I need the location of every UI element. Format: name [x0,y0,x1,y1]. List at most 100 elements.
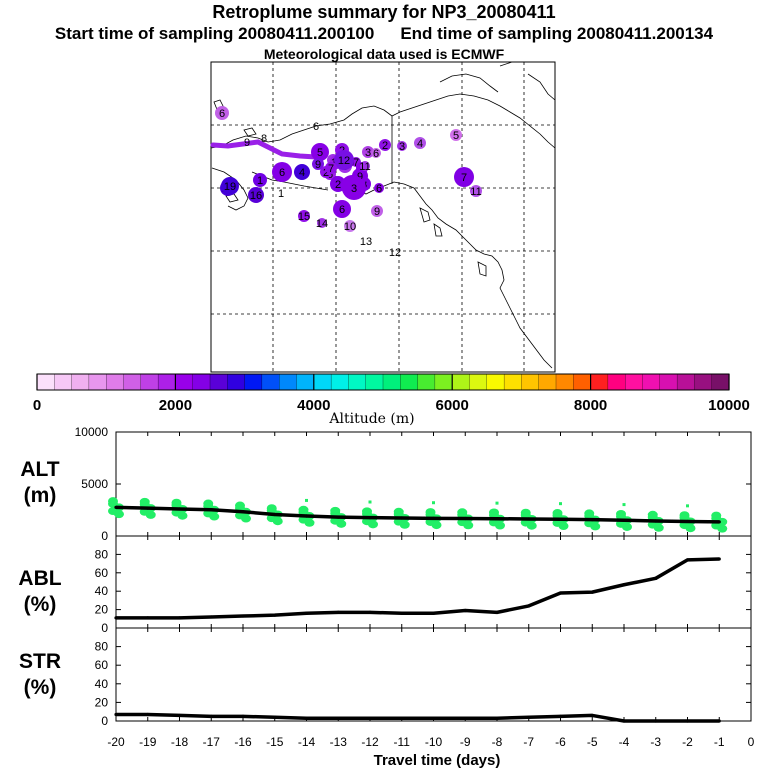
altitude-scatter-point [330,506,341,515]
altitude-scatter-point [139,497,150,506]
colorbar-swatch [106,373,125,391]
colorbar-swatches [36,373,730,391]
series-point [527,604,531,608]
map-marker [342,176,366,200]
colorbar: 0 2000 4000 6000 8000 10000 Altitude (m) [33,373,750,427]
colorbar-swatch [279,373,298,391]
altitude-scatter-point [336,519,347,528]
map-label-text: 7 [461,172,467,184]
series-point [209,508,213,512]
series-point [114,505,118,509]
start-time-label: Start time of sampling 20080411.200100 [54,24,375,43]
map-marker [374,183,384,193]
map-label-text: 16 [250,190,262,202]
map-label-text: 19 [224,181,236,193]
map-label-text: 9 [244,137,250,149]
altitude-scatter-point [171,498,182,507]
y-tick-label: 10000 [75,425,109,439]
map-label: 6 [374,183,384,195]
y-tick-label: 60 [95,658,109,672]
map-marker [317,218,327,228]
altitude-scatter [108,497,728,533]
map-marker [334,150,354,170]
series-point [463,516,467,521]
panel-ylabel-unit: (%) [24,593,57,616]
y-tick-label: 20 [95,603,109,617]
colorbar-swatch [590,373,609,391]
series-point [622,719,626,723]
series-point [400,516,404,520]
map-marker [371,205,383,217]
map-label: 2 [379,139,391,152]
altitude-scatter-point [399,520,410,529]
colorbar-swatch [348,373,367,391]
series-point [495,517,499,521]
altitude-scatter-point [114,510,124,519]
series-point [177,713,182,718]
x-tick-label: -11 [394,735,411,749]
series-point [146,712,150,717]
map-label-text: 12 [389,247,401,259]
map-label-text: 1 [257,175,263,187]
map-label-text: 7 [353,157,359,169]
map-label-text: 14 [316,218,328,230]
map-label-text: 2 [335,179,341,191]
x-tick-label: -3 [650,735,661,749]
colorbar-swatch [330,373,349,391]
map-label: 10 [344,220,356,233]
altitude-scatter-point [622,522,632,531]
colorbar-tick-label: 10000 [708,397,750,414]
map-label: 6 [272,162,292,182]
colorbar-tick-label: 4000 [297,397,330,414]
colorbar-swatch [157,373,176,391]
map-label: 11 [470,185,482,198]
map-marker [371,148,381,158]
map-label-text: 8 [261,133,267,145]
x-tick-label: -4 [619,735,630,749]
x-tick-label: -12 [361,735,379,749]
map-label: 9 [371,205,383,218]
map-marker [470,185,482,197]
map-label-text: 4 [417,138,423,150]
series-point [209,714,213,718]
altitude-scatter-point [108,497,118,506]
panel-alt: 0 5000 10000 ALT (m) [20,425,752,543]
series-point [431,516,436,520]
series-point [273,715,277,719]
series-point [527,517,531,521]
series-point [558,714,563,718]
y-tick-label: 40 [95,584,109,598]
colorbar-tick-label: 6000 [436,397,469,414]
colorbar-swatch [296,373,315,391]
map-label: 1 [253,173,267,187]
colorbar-swatch [244,373,263,391]
map-label: 3 [342,176,366,200]
map-label: 6 [371,148,381,160]
y-tick-label: 20 [95,695,109,709]
panel-ylabel-unit: (m) [24,484,57,507]
series-point [304,611,309,615]
colorbar-swatch [400,373,419,391]
altitude-scatter-point [647,510,658,519]
series-point [273,512,277,517]
series-point [527,715,531,719]
panel-frame [115,627,752,722]
map-marker [325,162,337,174]
altitude-scatter-point [552,509,563,518]
colorbar-swatch [521,373,540,391]
map-label: 12 [334,150,354,170]
map-label: 6 [313,121,319,133]
series-point [400,716,404,720]
series-point [558,517,563,521]
map-label: 7 [325,162,337,175]
colorbar-swatch [711,373,730,391]
altitude-scatter-point [558,522,569,531]
map-label: 4 [414,137,426,150]
map-label: 8 [261,133,267,145]
colorbar-swatch [694,373,713,391]
y-tick-label: 0 [101,714,108,728]
colorbar-swatch [71,373,90,391]
map-marker [298,210,310,222]
colorbar-label: Altitude (m) [328,411,414,427]
